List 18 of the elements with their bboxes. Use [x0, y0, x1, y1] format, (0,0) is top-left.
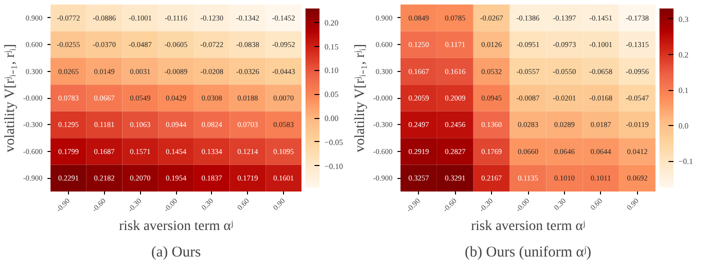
color-bar-label: 0.20 — [324, 18, 338, 28]
color-bar-label: −0.1 — [678, 157, 694, 166]
color-bar-label: 0.3 — [678, 14, 688, 24]
color-bar-label: 0.10 — [324, 66, 338, 76]
y-axis-title: volatility V[rʲᵢ₋₁, rʲᵢ] — [3, 44, 18, 152]
color-bar-label: 0.00 — [324, 114, 338, 124]
y-axis-title: volatility V[rʲᵢ₋₁, rʲᵢ] — [353, 44, 368, 152]
color-bar-label: −0.10 — [324, 162, 344, 171]
color-bar-label: 0.05 — [324, 90, 338, 100]
color-bar-label: 0.2 — [678, 50, 688, 60]
color-bar-label: 0.1 — [678, 86, 688, 96]
x-axis-title: risk aversion term αʲ — [470, 219, 586, 234]
text: (b) Ours (uniform αʲ) — [464, 244, 592, 260]
color-bar-label: −0.05 — [324, 138, 344, 147]
text: (a) Ours — [151, 244, 201, 260]
color-bar-label: 0.15 — [324, 42, 338, 52]
color-bar-label: 0.0 — [678, 122, 688, 131]
x-axis-title: risk aversion term αʲ — [118, 219, 234, 234]
